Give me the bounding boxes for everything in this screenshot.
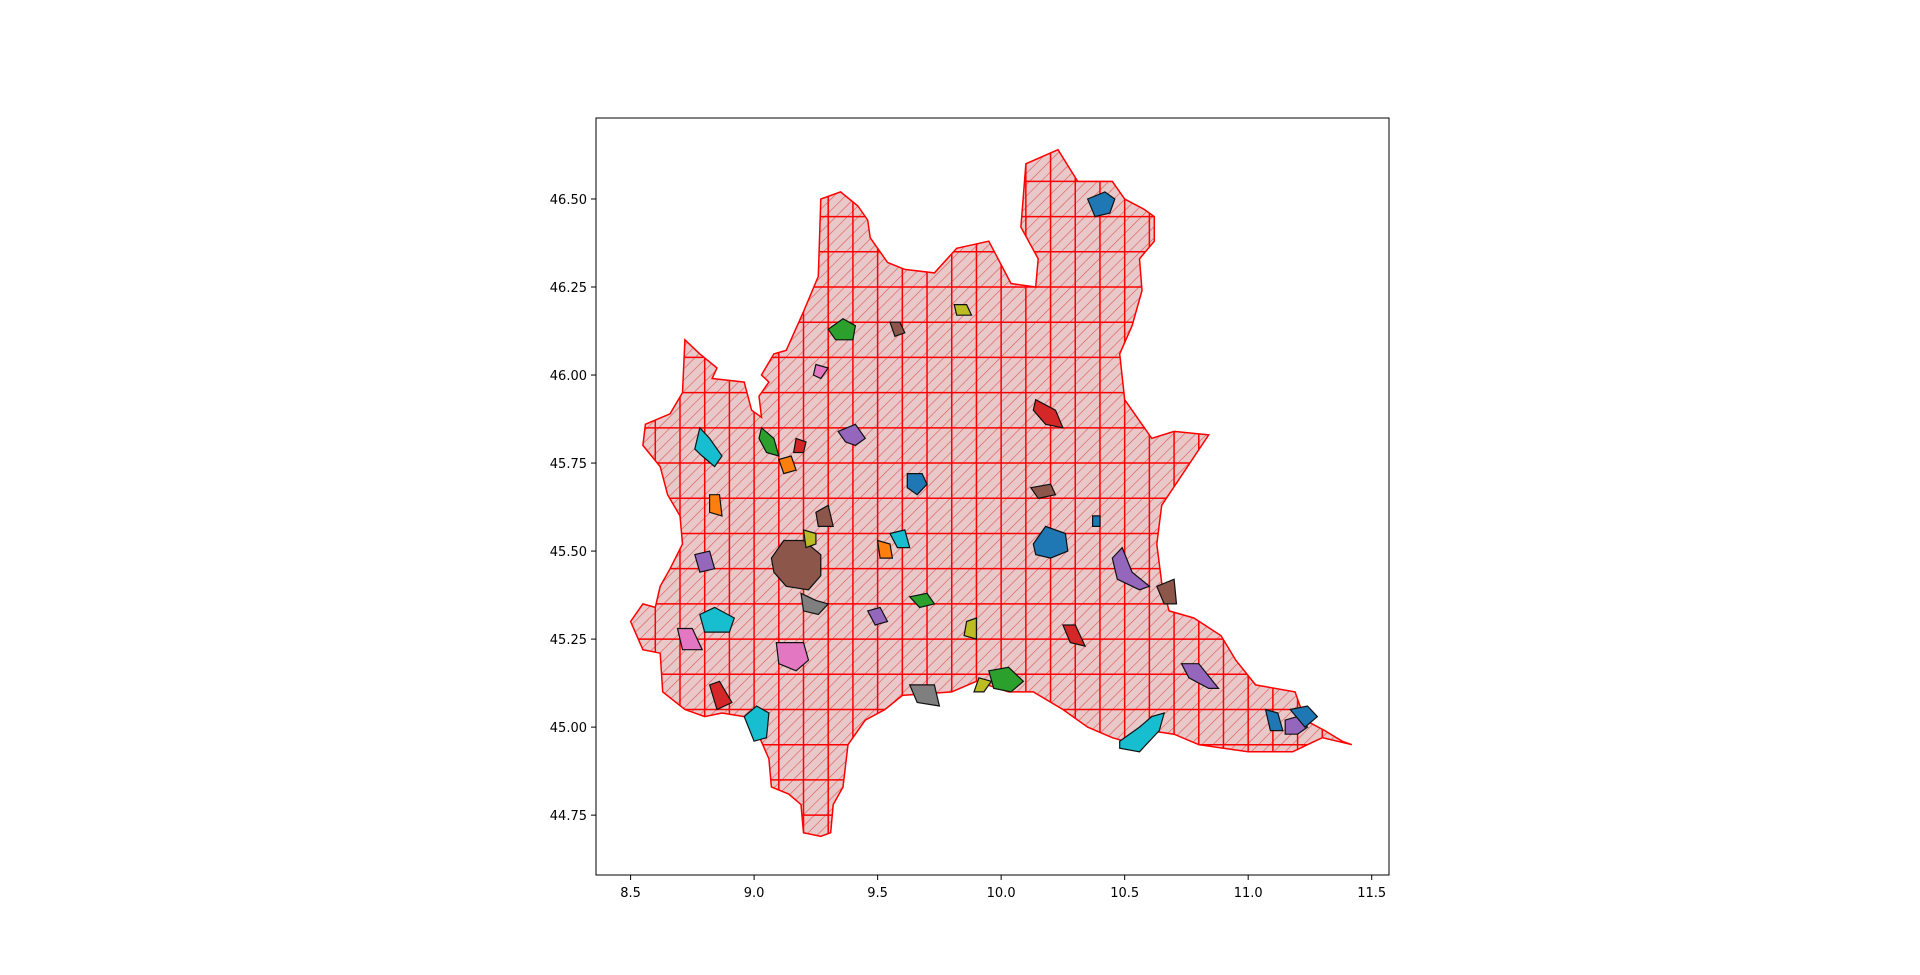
urban-patch — [770, 539, 822, 591]
urban-patch — [812, 363, 830, 380]
urban-patch — [963, 617, 977, 640]
urban-patch — [827, 317, 857, 341]
urban-patch — [775, 642, 810, 672]
urban-patch — [1032, 398, 1064, 429]
y-tick-label: 46.50 — [550, 193, 587, 208]
urban-patch — [953, 304, 973, 316]
urban-patch — [1086, 191, 1116, 218]
urban-patch — [676, 627, 704, 651]
urban-patch — [1180, 663, 1220, 689]
x-tick-label: 10.5 — [1110, 886, 1139, 901]
region-outline — [629, 148, 1353, 838]
y-tick-label: 45.25 — [550, 633, 587, 648]
urban-patch — [889, 321, 906, 338]
urban-patch — [908, 592, 936, 609]
y-tick-label: 44.75 — [550, 809, 587, 824]
urban-patch — [1119, 712, 1166, 753]
urban-patch — [694, 550, 716, 573]
x-tick-label: 8.5 — [620, 886, 641, 901]
urban-patch — [1284, 715, 1309, 735]
urban-patch — [800, 592, 830, 616]
urban-patch — [758, 426, 780, 457]
y-axis: 46.50 46.25 46.00 45.75 45.50 45.25 45.00 44.75 — [550, 193, 596, 824]
urban-patch — [837, 423, 867, 447]
urban-patch — [973, 677, 993, 693]
urban-patch — [815, 504, 834, 527]
urban-patch — [709, 494, 723, 517]
urban-patch — [699, 606, 736, 633]
urban-patch — [889, 529, 911, 549]
urban-patch — [708, 680, 733, 711]
x-tick-label: 9.5 — [867, 886, 888, 901]
y-tick-label: 46.25 — [550, 281, 587, 296]
map-layer — [629, 148, 1353, 838]
y-tick-label: 45.00 — [550, 721, 587, 736]
x-axis: 8.5 9.0 9.5 10.0 10.5 11.0 11.5 — [620, 875, 1386, 901]
urban-patch — [1156, 578, 1178, 605]
plot-frame — [595, 117, 1390, 876]
x-tick-label: 11.0 — [1234, 886, 1263, 901]
urban-patch — [1029, 483, 1057, 499]
y-tick-label: 45.50 — [550, 545, 587, 560]
urban-patch — [1092, 515, 1101, 527]
urban-patch — [792, 437, 807, 454]
urban-patch — [876, 539, 894, 559]
urban-patch — [1289, 705, 1319, 728]
urban-patch — [1061, 624, 1087, 647]
urban-patch — [866, 606, 889, 626]
urban-patch — [1032, 525, 1069, 559]
region-fill — [630, 149, 1352, 837]
urban-patch — [1264, 708, 1284, 732]
urban-patch — [694, 426, 723, 468]
x-tick-label: 10.0 — [987, 886, 1016, 901]
y-tick-label: 46.00 — [550, 369, 587, 384]
urban-patch — [906, 473, 928, 496]
urban-patch — [778, 455, 797, 475]
urban-patch — [802, 529, 817, 549]
urban-patch — [1111, 546, 1151, 591]
x-tick-label: 11.5 — [1357, 886, 1386, 901]
x-tick-label: 9.0 — [744, 886, 765, 901]
y-tick-label: 45.75 — [550, 457, 587, 472]
urban-patch — [743, 705, 770, 742]
urban-patch — [908, 684, 941, 707]
urban-patch — [988, 666, 1025, 693]
